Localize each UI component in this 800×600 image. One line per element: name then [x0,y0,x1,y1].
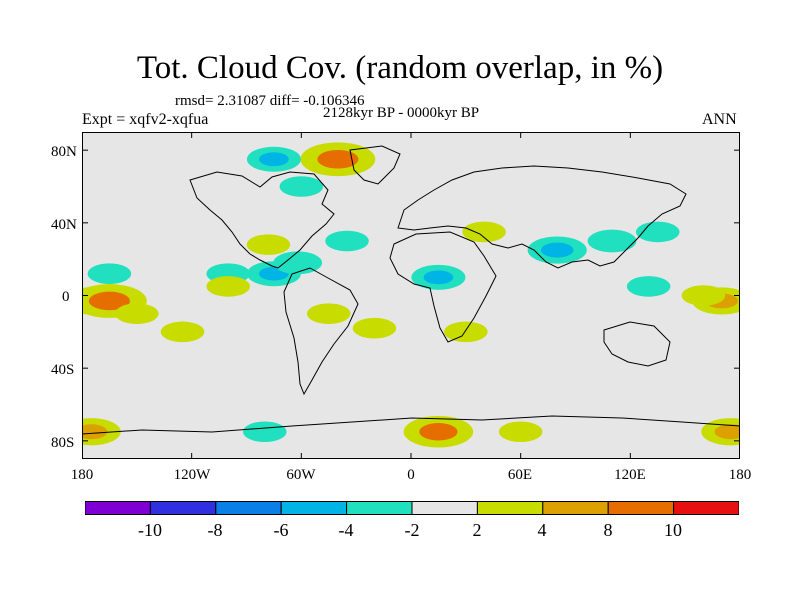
cloud-anomaly-core [419,423,458,441]
colorbar-label: -8 [207,520,223,540]
cloud-anomaly-core [259,152,289,167]
cloud-anomaly-region [681,285,726,306]
lon-label-0: 0 [407,467,415,483]
colorbar-swatch [411,501,478,515]
lon-label-120w: 120W [173,467,211,483]
season-label: ANN [702,111,737,128]
map-panel [82,132,740,459]
experiment-label: Expt = xqfv2-xqfua [82,111,209,128]
coastline-antarctica [82,415,740,435]
colorbar-swatch [346,501,413,515]
cloud-anomaly-region [246,234,291,255]
time-period-text: 2128kyr BP - 0000kyr BP [323,105,480,121]
cloud-anomaly-region [206,276,251,297]
cloud-anomaly-core [540,242,574,258]
cloud-anomaly-region [587,229,637,253]
lon-label-180e: 180 [728,467,752,483]
cloud-anomaly-core [714,424,740,440]
cloud-anomaly-region [115,303,159,324]
colorbar-swatch [476,501,544,515]
colorbar-label: 8 [603,520,613,540]
coastline-africa [389,231,497,343]
cloud-anomaly-region [498,421,543,443]
cloud-anomaly-core [423,270,454,285]
cloud-anomaly-region [306,303,351,324]
rmsd-diff-text: rmsd= 2.31087 diff= -0.106346 [175,93,365,109]
coastline-australia [603,321,671,367]
colorbar-swatch [673,501,739,515]
colorbar-label: 4 [537,520,547,540]
colorbar-swatch [215,501,282,515]
lat-label-80n: 80N [51,144,77,160]
cloud-anomaly-region [242,421,287,443]
chart-title: Tot. Cloud Cov. (random overlap, in %) [136,50,664,86]
coastline-north-america [189,171,335,269]
cloud-anomaly-region [279,176,324,197]
cloud-anomaly-region [160,321,205,343]
cloud-anomaly-region [87,263,132,284]
cloud-anomaly-region [352,317,397,339]
colorbar-swatch [85,501,151,515]
coastline-south-america [283,267,359,396]
coastline-greenland [349,145,401,185]
colorbar [85,501,739,515]
cloud-anomaly-region [462,221,506,243]
cloud-anomaly-core [82,424,108,440]
colorbar-label: 2 [472,520,482,540]
map-background [82,132,740,459]
cloud-anomaly-core [317,149,359,169]
colorbar-label: -10 [138,520,162,540]
cloud-anomaly-region [444,321,488,343]
lat-label-80s: 80S [51,435,75,451]
lat-label-eq: 0 [62,289,70,305]
colorbar-swatch [607,501,675,515]
lon-label-60w: 60W [286,467,316,483]
coastlines [82,145,740,435]
colorbar-label: -6 [273,520,289,540]
cloud-anomaly-region [626,276,671,297]
map-ticks [82,132,740,459]
colorbar-swatch [280,501,348,515]
cloud-anomaly-core [88,291,130,311]
colorbar-swatch [542,501,609,515]
colorbar-swatch [149,501,217,515]
cloud-anomaly-region [325,230,369,252]
lat-label-40n: 40N [51,217,77,233]
lon-label-60e: 60E [507,467,533,483]
colorbar-label: 10 [664,520,682,540]
colorbar-label: -4 [338,520,354,540]
colorbar-label: -2 [404,520,420,540]
lat-label-40s: 40S [51,362,75,378]
lon-label-120e: 120E [614,467,646,483]
lon-label-180w: 180 [70,467,94,483]
colorbar-swatches [85,501,739,515]
map-plot [82,132,740,459]
coastline-eurasia [397,165,687,269]
